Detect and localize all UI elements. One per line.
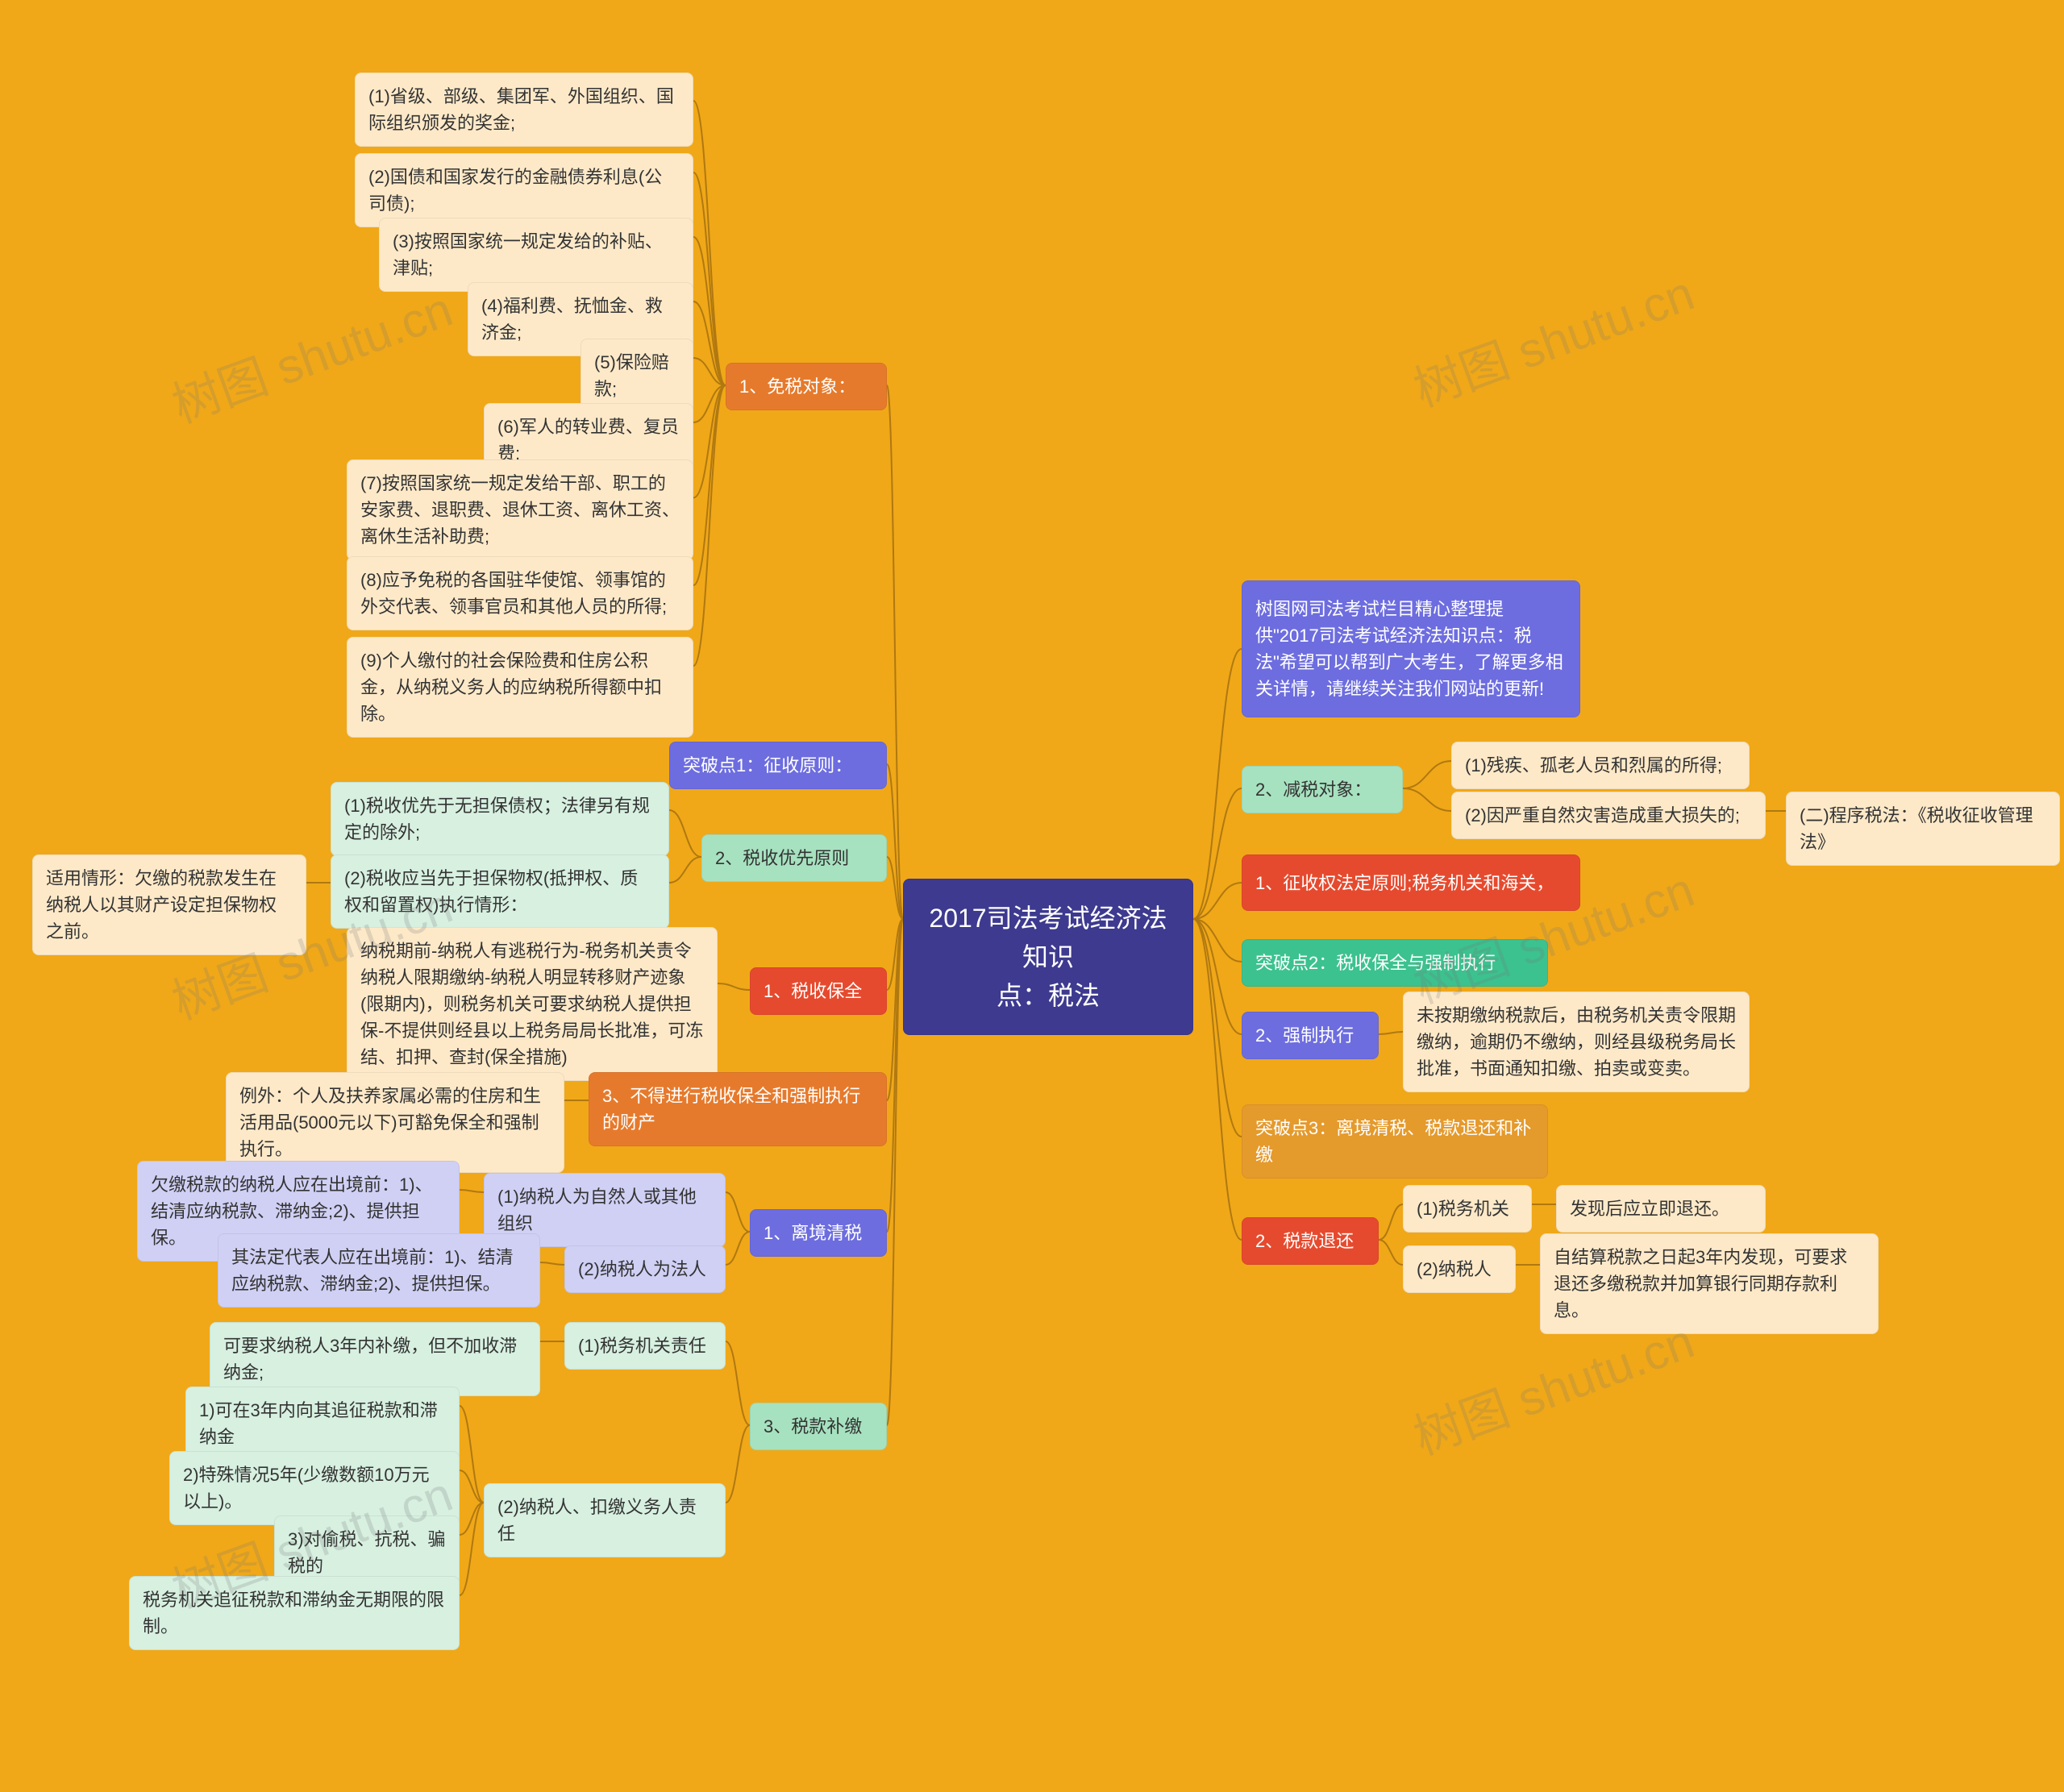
mindmap-node[interactable]: (2)国债和国家发行的金融债券利息(公司债); [355,153,693,227]
mindmap-node[interactable]: 1、征收权法定原则;税务机关和海关， [1242,854,1580,911]
mindmap-node[interactable]: (7)按照国家统一规定发给干部、职工的安家费、退职费、退休工资、离休工资、离休生… [347,459,693,560]
node-label: (2)纳税人 [1417,1256,1492,1283]
node-label: 其法定代表人应在出境前：1)、结清应纳税款、滞纳金;2)、提供担保。 [231,1244,526,1297]
mindmap-node[interactable]: (5)保险赔款; [580,339,693,413]
node-label: (2)纳税人、扣缴义务人责任 [497,1494,712,1547]
mindmap-node[interactable]: 2、强制执行 [1242,1012,1379,1059]
mindmap-node[interactable]: 2、税收优先原则 [701,834,887,882]
node-label: 税务机关追征税款和滞纳金无期限的限制。 [143,1586,446,1640]
mindmap-node[interactable]: (1)税务机关责任 [564,1322,726,1370]
node-label: 2、减税对象： [1255,776,1371,803]
mindmap-node[interactable]: (2)税收应当先于担保物权(抵押权、质权和留置权)执行情形： [331,854,669,929]
mindmap-node[interactable]: 适用情形：欠缴的税款发生在纳税人以其财产设定担保物权之前。 [32,854,306,955]
mindmap-node[interactable]: 2、税款退还 [1242,1217,1379,1265]
node-label: 突破点3：离境清税、税款退还和补缴 [1255,1115,1534,1168]
node-label: (1)税收优先于无担保债权；法律另有规定的除外; [344,792,655,846]
mindmap-node[interactable]: 其法定代表人应在出境前：1)、结清应纳税款、滞纳金;2)、提供担保。 [218,1233,540,1308]
mindmap-node[interactable]: (9)个人缴付的社会保险费和住房公积金，从纳税义务人的应纳税所得额中扣除。 [347,637,693,738]
node-label: (1)纳税人为自然人或其他组织 [497,1183,712,1237]
mindmap-node[interactable]: 树图网司法考试栏目精心整理提供"2017司法考试经济法知识点：税法"希望可以帮到… [1242,580,1580,717]
node-label: 未按期缴纳税款后，由税务机关责令限期缴纳，逾期仍不缴纳，则经县级税务局长批准，书… [1417,1002,1736,1082]
node-label: (1)残疾、孤老人员和烈属的所得; [1465,752,1722,779]
node-label: (9)个人缴付的社会保险费和住房公积金，从纳税义务人的应纳税所得额中扣除。 [360,647,680,727]
mindmap-node[interactable]: 1、税收保全 [750,967,887,1015]
node-label: 纳税期前-纳税人有逃税行为-税务机关责令纳税人限期缴纳-纳税人明显转移财产迹象(… [360,938,704,1071]
node-label: (2)税收应当先于担保物权(抵押权、质权和留置权)执行情形： [344,865,655,918]
root-node[interactable]: 2017司法考试经济法知识 点：税法 [903,879,1193,1035]
mindmap-node[interactable]: (2)纳税人 [1403,1245,1516,1293]
mindmap-node[interactable]: (1)税务机关 [1403,1185,1532,1233]
mindmap-node[interactable]: 1、离境清税 [750,1209,887,1257]
mindmap-node[interactable]: 税务机关追征税款和滞纳金无期限的限制。 [129,1576,460,1650]
node-label: 例外：个人及扶养家属必需的住房和生活用品(5000元以下)可豁免保全和强制执行。 [239,1083,551,1162]
mindmap-node[interactable]: (二)程序税法：《税收征收管理法》 [1786,792,2060,866]
mindmap-node[interactable]: 3、税款补缴 [750,1403,887,1450]
mindmap-node[interactable]: (3)按照国家统一规定发给的补贴、津贴; [379,218,693,292]
mindmap-node[interactable]: (2)因严重自然灾害造成重大损失的; [1451,792,1766,839]
node-label: (1)省级、部级、集团军、外国组织、国际组织颁发的奖金; [368,83,680,136]
node-label: 树图网司法考试栏目精心整理提供"2017司法考试经济法知识点：税法"希望可以帮到… [1255,596,1567,702]
node-label: (2)纳税人为法人 [578,1256,706,1283]
mindmap-node[interactable]: 自结算税款之日起3年内发现，可要求退还多缴税款并加算银行同期存款利息。 [1540,1233,1879,1334]
node-label: (1)税务机关 [1417,1195,1509,1222]
mindmap-node[interactable]: 未按期缴纳税款后，由税务机关责令限期缴纳，逾期仍不缴纳，则经县级税务局长批准，书… [1403,992,1750,1092]
node-label: 1、征收权法定原则;税务机关和海关， [1255,870,1554,896]
node-label: (2)国债和国家发行的金融债券利息(公司债); [368,164,680,217]
node-label: 1、离境清税 [764,1220,862,1246]
node-label: 1、免税对象： [739,373,855,400]
mindmap-node[interactable]: 可要求纳税人3年内补缴，但不加收滞纳金; [210,1322,540,1396]
node-label: 发现后应立即退还。 [1570,1195,1729,1222]
node-label: (5)保险赔款; [594,349,680,402]
mindmap-node[interactable]: 例外：个人及扶养家属必需的住房和生活用品(5000元以下)可豁免保全和强制执行。 [226,1072,564,1173]
mindmap-node[interactable]: 3、不得进行税收保全和强制执行的财产 [589,1072,887,1146]
mindmap-node[interactable]: (1)残疾、孤老人员和烈属的所得; [1451,742,1750,789]
node-label: (二)程序税法：《税收征收管理法》 [1800,802,2046,855]
node-label: (7)按照国家统一规定发给干部、职工的安家费、退职费、退休工资、离休工资、离休生… [360,470,680,550]
mindmap-node[interactable]: 1、免税对象： [726,363,887,410]
node-label: (1)税务机关责任 [578,1333,706,1359]
mindmap-node[interactable]: 2、减税对象： [1242,766,1403,813]
mindmap-node[interactable]: 突破点1：征收原则： [669,742,887,789]
node-label: 1)可在3年内向其追征税款和滞纳金 [199,1397,446,1450]
mindmap-node[interactable]: (2)纳税人、扣缴义务人责任 [484,1483,726,1557]
mindmap-node[interactable]: (2)纳税人为法人 [564,1245,726,1293]
mindmap-node[interactable]: 突破点2：税收保全与强制执行 [1242,939,1548,987]
mindmap-node[interactable]: (1)税收优先于无担保债权；法律另有规定的除外; [331,782,669,856]
node-label: 2)特殊情况5年(少缴数额10万元以上)。 [183,1461,446,1515]
node-label: 突破点1：征收原则： [683,752,852,779]
mindmap-node[interactable]: (8)应予免税的各国驻华使馆、领事馆的外交代表、领事官员和其他人员的所得; [347,556,693,630]
mindmap-node[interactable]: 发现后应立即退还。 [1556,1185,1766,1233]
node-label: 1、税收保全 [764,978,862,1004]
node-label: 3、不得进行税收保全和强制执行的财产 [602,1083,873,1136]
node-label: 突破点2：税收保全与强制执行 [1255,950,1496,976]
node-label: (8)应予免税的各国驻华使馆、领事馆的外交代表、领事官员和其他人员的所得; [360,567,680,620]
node-label: 可要求纳税人3年内补缴，但不加收滞纳金; [223,1333,526,1386]
node-label: (2)因严重自然灾害造成重大损失的; [1465,802,1740,829]
mindmap-node[interactable]: 1)可在3年内向其追征税款和滞纳金 [185,1387,460,1461]
node-label: 3、税款补缴 [764,1413,862,1440]
mindmap-node[interactable]: (1)省级、部级、集团军、外国组织、国际组织颁发的奖金; [355,73,693,147]
node-label: 2、税收优先原则 [715,845,849,871]
node-label: (3)按照国家统一规定发给的补贴、津贴; [393,228,680,281]
node-label: 自结算税款之日起3年内发现，可要求退还多缴税款并加算银行同期存款利息。 [1554,1244,1865,1324]
node-label: 3)对偷税、抗税、骗税的 [288,1526,446,1579]
node-label: 2017司法考试经济法知识 点：税法 [926,899,1170,1015]
mindmap-node[interactable]: 突破点3：离境清税、税款退还和补缴 [1242,1104,1548,1179]
mindmap-node[interactable]: 2)特殊情况5年(少缴数额10万元以上)。 [169,1451,460,1525]
mindmap-node[interactable]: 纳税期前-纳税人有逃税行为-税务机关责令纳税人限期缴纳-纳税人明显转移财产迹象(… [347,927,718,1081]
node-label: 2、税款退还 [1255,1228,1354,1254]
node-label: 适用情形：欠缴的税款发生在纳税人以其财产设定担保物权之前。 [46,865,293,945]
node-label: 2、强制执行 [1255,1022,1354,1049]
